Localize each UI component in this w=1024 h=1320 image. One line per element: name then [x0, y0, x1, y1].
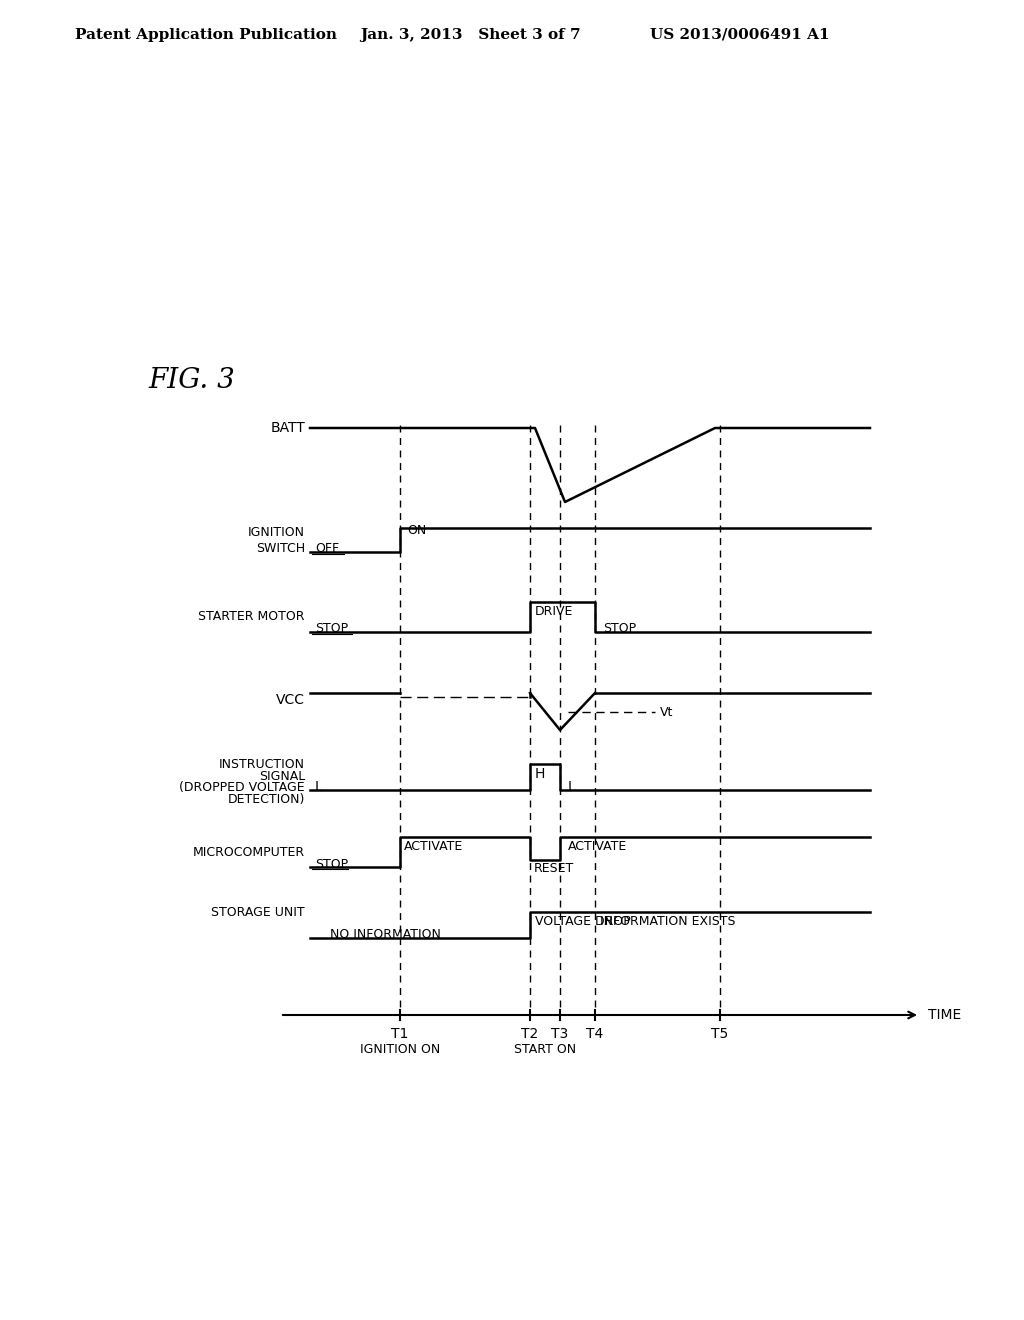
Text: RESET: RESET: [534, 862, 574, 875]
Text: T4: T4: [587, 1027, 603, 1041]
Text: IGNITION: IGNITION: [248, 525, 305, 539]
Text: STOP: STOP: [603, 623, 636, 635]
Text: L: L: [568, 780, 575, 795]
Text: DRIVE: DRIVE: [535, 605, 573, 618]
Text: NO INFORMATION: NO INFORMATION: [330, 928, 441, 941]
Text: ON: ON: [407, 524, 426, 536]
Text: T2: T2: [521, 1027, 539, 1041]
Text: T5: T5: [712, 1027, 729, 1041]
Text: DETECTION): DETECTION): [227, 793, 305, 807]
Text: (DROPPED VOLTAGE: (DROPPED VOLTAGE: [179, 781, 305, 795]
Text: MICROCOMPUTER: MICROCOMPUTER: [193, 846, 305, 858]
Text: BATT: BATT: [270, 421, 305, 436]
Text: ACTIVATE: ACTIVATE: [404, 840, 463, 853]
Text: STOP: STOP: [315, 623, 348, 635]
Text: STORAGE UNIT: STORAGE UNIT: [211, 906, 305, 919]
Text: IGNITION ON: IGNITION ON: [359, 1043, 440, 1056]
Text: TIME: TIME: [928, 1008, 962, 1022]
Text: Vt: Vt: [660, 705, 674, 718]
Text: SIGNAL: SIGNAL: [259, 770, 305, 783]
Text: ACTIVATE: ACTIVATE: [568, 840, 628, 853]
Text: L: L: [315, 780, 323, 795]
Text: OFF: OFF: [315, 543, 339, 556]
Text: T1: T1: [391, 1027, 409, 1041]
Text: INFORMATION EXISTS: INFORMATION EXISTS: [600, 915, 735, 928]
Text: STOP: STOP: [315, 858, 348, 870]
Text: H: H: [535, 767, 546, 781]
Text: STARTER MOTOR: STARTER MOTOR: [199, 610, 305, 623]
Text: INSTRUCTION: INSTRUCTION: [219, 758, 305, 771]
Text: SWITCH: SWITCH: [256, 541, 305, 554]
Text: Patent Application Publication: Patent Application Publication: [75, 28, 337, 42]
Text: US 2013/0006491 A1: US 2013/0006491 A1: [650, 28, 829, 42]
Text: T3: T3: [551, 1027, 568, 1041]
Text: VCC: VCC: [276, 693, 305, 708]
Text: START ON: START ON: [514, 1043, 577, 1056]
Text: VOLTAGE DROP: VOLTAGE DROP: [535, 915, 631, 928]
Text: Jan. 3, 2013   Sheet 3 of 7: Jan. 3, 2013 Sheet 3 of 7: [360, 28, 581, 42]
Text: FIG. 3: FIG. 3: [148, 367, 234, 393]
